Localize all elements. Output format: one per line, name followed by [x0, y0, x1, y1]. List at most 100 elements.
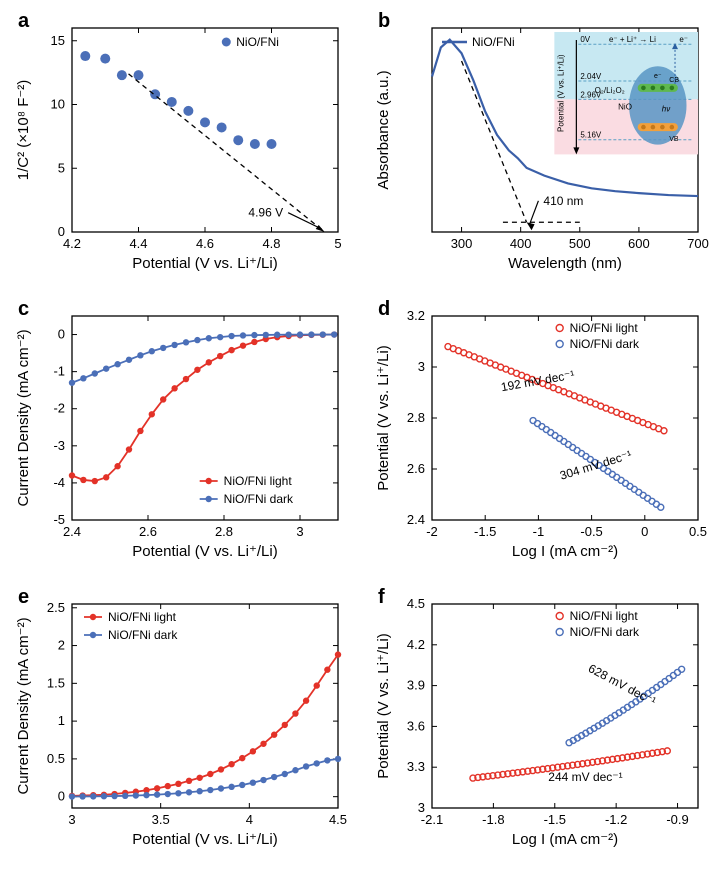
svg-text:3: 3: [418, 359, 425, 374]
data-point: [114, 361, 120, 367]
svg-text:0: 0: [58, 327, 65, 342]
data-point: [251, 332, 257, 338]
data-point: [314, 760, 320, 766]
data-point: [271, 732, 277, 738]
data-point: [194, 367, 200, 373]
svg-text:Wavelength (nm): Wavelength (nm): [508, 255, 622, 272]
svg-text:4.5: 4.5: [407, 596, 425, 611]
svg-text:2.4: 2.4: [407, 512, 425, 527]
data-point: [69, 793, 75, 799]
svg-text:600: 600: [628, 236, 650, 251]
svg-text:500: 500: [569, 236, 591, 251]
svg-text:3: 3: [418, 800, 425, 815]
data-point: [196, 775, 202, 781]
svg-text:-4: -4: [53, 475, 65, 490]
svg-text:-2: -2: [53, 401, 65, 416]
data-point: [240, 332, 246, 338]
data-point: [239, 782, 245, 788]
fit-line: [129, 74, 325, 232]
svg-text:Potential (V vs. Li⁺/Li): Potential (V vs. Li⁺/Li): [132, 255, 277, 272]
data-point: [292, 767, 298, 773]
svg-text:1/C² (×10⁸ F⁻²): 1/C² (×10⁸ F⁻²): [15, 80, 32, 181]
data-point: [160, 396, 166, 402]
svg-text:628 mV dec⁻¹: 628 mV dec⁻¹: [586, 661, 658, 708]
svg-text:4.2: 4.2: [407, 637, 425, 652]
data-point: [117, 70, 127, 80]
svg-text:2.6: 2.6: [139, 524, 157, 539]
panel-label-f: f: [378, 586, 385, 609]
svg-text:NiO/FNi dark: NiO/FNi dark: [570, 337, 640, 351]
panel-c: c2.42.62.83-5-4-3-2-10Potential (V vs. L…: [10, 296, 350, 566]
svg-text:3.6: 3.6: [407, 718, 425, 733]
data-point: [320, 331, 326, 337]
svg-text:2.5: 2.5: [47, 600, 65, 615]
svg-text:-1.5: -1.5: [544, 812, 566, 827]
series-line: [72, 335, 334, 482]
data-point: [250, 748, 256, 754]
svg-text:Current Density (mA cm⁻²): Current Density (mA cm⁻²): [15, 617, 32, 794]
figure-container: a4.24.44.64.85051015Potential (V vs. Li⁺…: [0, 0, 718, 872]
data-point: [103, 474, 109, 480]
data-point: [80, 477, 86, 483]
svg-text:hν: hν: [662, 104, 670, 113]
data-point: [239, 755, 245, 761]
svg-text:-0.5: -0.5: [580, 524, 602, 539]
data-point: [271, 774, 277, 780]
data-point: [297, 331, 303, 337]
data-point: [251, 339, 257, 345]
data-point: [206, 335, 212, 341]
data-point: [175, 781, 181, 787]
panel-b: b300400500600700Wavelength (nm)Absorbanc…: [370, 8, 710, 278]
svg-text:4.4: 4.4: [129, 236, 147, 251]
data-point: [175, 790, 181, 796]
svg-text:4.8: 4.8: [262, 236, 280, 251]
data-point: [167, 97, 177, 107]
svg-text:2.8: 2.8: [407, 410, 425, 425]
svg-text:3.2: 3.2: [407, 308, 425, 323]
data-point: [137, 352, 143, 358]
data-point: [154, 791, 160, 797]
data-point: [200, 117, 210, 127]
svg-text:-1: -1: [53, 364, 65, 379]
data-point: [250, 139, 260, 149]
svg-text:e⁻: e⁻: [679, 35, 688, 44]
svg-text:2.8: 2.8: [215, 524, 233, 539]
svg-text:400: 400: [510, 236, 532, 251]
data-point: [134, 70, 144, 80]
svg-text:4.96 V: 4.96 V: [248, 206, 283, 220]
data-point: [165, 791, 171, 797]
data-point: [171, 385, 177, 391]
panel-label-b: b: [378, 10, 390, 33]
svg-text:O₂/Li₂O₂: O₂/Li₂O₂: [595, 86, 625, 95]
data-point: [183, 339, 189, 345]
data-point: [207, 771, 213, 777]
svg-text:NiO/FNi dark: NiO/FNi dark: [570, 625, 640, 639]
panel-label-e: e: [18, 586, 29, 609]
data-point: [658, 504, 664, 510]
data-point: [314, 682, 320, 688]
data-point: [303, 763, 309, 769]
data-point: [186, 778, 192, 784]
svg-text:Potential (V vs. Li⁺/Li): Potential (V vs. Li⁺/Li): [132, 831, 277, 848]
svg-text:5: 5: [58, 160, 65, 175]
svg-text:1.5: 1.5: [47, 675, 65, 690]
series-line: [72, 759, 338, 797]
svg-text:0: 0: [58, 789, 65, 804]
data-point: [137, 428, 143, 434]
svg-text:-1.8: -1.8: [482, 812, 504, 827]
svg-text:-2: -2: [426, 524, 438, 539]
data-point: [308, 331, 314, 337]
svg-text:NiO/FNi: NiO/FNi: [472, 35, 515, 49]
data-point: [335, 756, 341, 762]
data-point: [92, 370, 98, 376]
data-point: [260, 777, 266, 783]
data-point: [160, 345, 166, 351]
svg-text:5.16V: 5.16V: [580, 131, 602, 140]
data-point: [267, 139, 277, 149]
svg-text:1: 1: [58, 713, 65, 728]
data-point: [218, 766, 224, 772]
svg-text:-5: -5: [53, 512, 65, 527]
svg-text:4.2: 4.2: [63, 236, 81, 251]
svg-text:Potential (V vs. Li⁺/Li): Potential (V vs. Li⁺/Li): [556, 54, 565, 132]
data-point: [80, 51, 90, 61]
